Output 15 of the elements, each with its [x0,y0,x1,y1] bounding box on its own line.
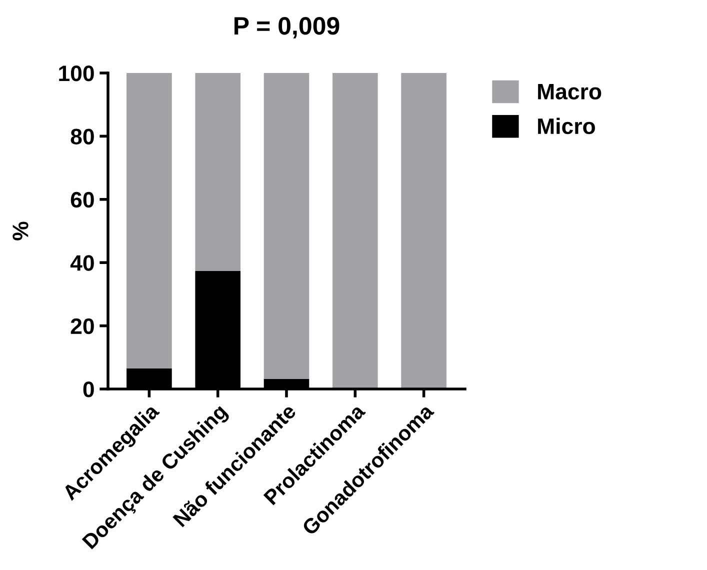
y-tick-label: 20 [70,318,94,334]
y-tick-label: 0 [83,382,94,398]
bar [401,73,446,389]
legend-label: Micro [538,118,595,134]
bar [126,73,172,368]
y-tick-label: 100 [59,66,94,82]
legend-label: Macro [538,84,602,100]
bar [195,73,240,271]
bar [332,73,378,389]
y-tick-label: 40 [70,255,94,271]
y-tick-label: 60 [70,192,94,208]
bar [264,73,310,379]
chart-title: P = 0,009 [234,17,340,38]
y-axis-title: % [12,222,28,240]
y-tick-label: 80 [70,128,94,144]
